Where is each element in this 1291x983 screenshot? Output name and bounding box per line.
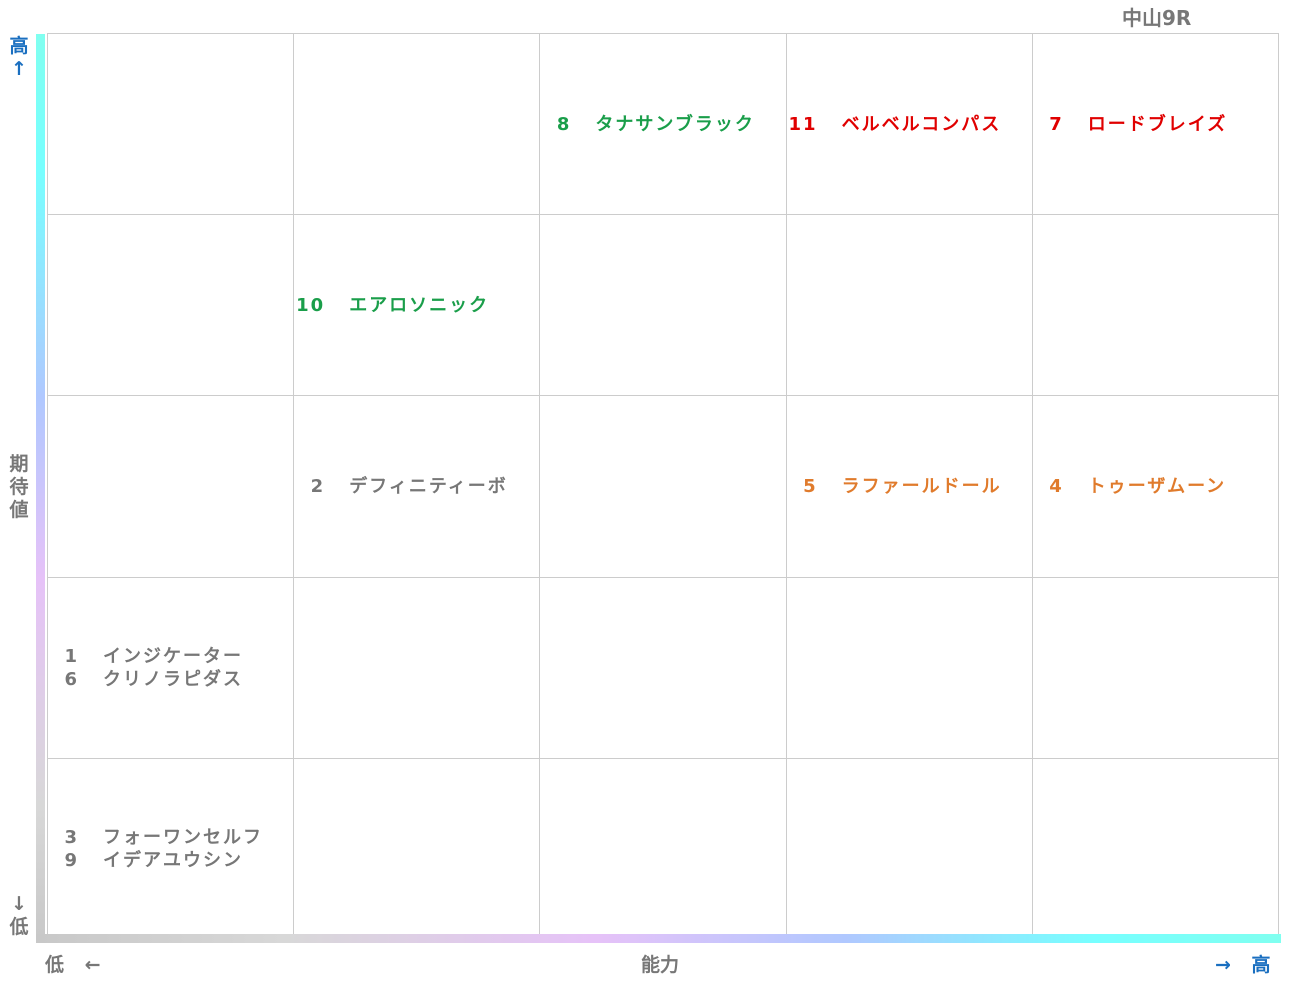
x-low: 低 ← — [45, 954, 101, 976]
horse-name: イデアユウシン — [103, 849, 243, 871]
cell — [785, 758, 1032, 940]
horse-entry: 8 タナサンブラック — [540, 113, 785, 136]
horse-name: タナサンブラック — [595, 113, 755, 135]
cell — [293, 577, 540, 759]
horse-entry: 10 エアロソニック — [294, 294, 539, 317]
horse-entry: 6 クリノラピダス — [48, 668, 293, 691]
cell — [47, 34, 294, 216]
horse-entry: 1 インジケーター — [48, 645, 293, 668]
horse-number: 1 — [64, 645, 79, 667]
cell — [1031, 577, 1278, 759]
cell — [293, 34, 540, 216]
cell: 3 フォーワンセルフ 9 イデアユウシン — [47, 758, 294, 940]
cell: 11 ベルベルコンパス — [785, 34, 1032, 216]
horse-name: フォーワンセルフ — [103, 826, 263, 848]
horse-number: 8 — [556, 113, 572, 135]
y-high: 高↑ — [9, 35, 29, 80]
horse-number: 10 — [296, 294, 326, 316]
cell: 8 タナサンブラック — [539, 34, 786, 216]
grid: 8 タナサンブラック 11 ベルベルコンパス 7 ロードブレイズ 10 エアロソニック 2 デフィ… — [47, 33, 1279, 940]
horse-number: 5 — [803, 475, 818, 497]
horse-number: 4 — [1049, 475, 1064, 497]
cell — [47, 215, 294, 397]
horse-number: 9 — [64, 849, 79, 871]
cell — [539, 577, 786, 759]
horse-name: トゥーザムーン — [1087, 475, 1227, 497]
horse-entry: 7 ロードブレイズ — [1033, 113, 1278, 136]
cell — [539, 215, 786, 397]
y-axis-bar — [36, 34, 45, 942]
horse-number: 2 — [310, 475, 326, 497]
cell: 7 ロードブレイズ — [1031, 34, 1278, 216]
cell — [1031, 758, 1278, 940]
cell — [1031, 215, 1278, 397]
horse-name: デフィニティーボ — [349, 475, 508, 497]
horse-entry: 2 デフィニティーボ — [294, 475, 539, 498]
cell — [539, 758, 786, 940]
cell: 4 トゥーザムーン — [1031, 396, 1278, 578]
x-high: → 高 — [1215, 954, 1271, 976]
cell: 5 ラファールドール — [785, 396, 1032, 578]
horse-number: 11 — [788, 113, 818, 135]
cell: 10 エアロソニック — [293, 215, 540, 397]
horse-name: ラファールドール — [841, 475, 1002, 497]
horse-name: インジケーター — [103, 645, 243, 667]
horse-entry: 11 ベルベルコンパス — [787, 113, 1032, 136]
cell: 2 デフィニティーボ — [293, 396, 540, 578]
horse-number: 3 — [64, 826, 79, 848]
horse-name: エアロソニック — [349, 294, 490, 316]
horse-number: 7 — [1049, 113, 1064, 135]
cell — [539, 396, 786, 578]
y-low: ↓低 — [9, 893, 29, 938]
cell: 1 インジケーター 6 クリノラピダス — [47, 577, 294, 759]
y-label: 期待値 — [9, 453, 29, 521]
horse-entry: 5 ラファールドール — [787, 475, 1032, 498]
cell — [785, 577, 1032, 759]
x-label: 能力 — [641, 954, 680, 976]
horse-number: 6 — [64, 668, 79, 690]
horse-name: ロードブレイズ — [1087, 113, 1228, 135]
horse-entry: 3 フォーワンセルフ — [48, 826, 293, 849]
horse-name: ベルベルコンパス — [841, 113, 1002, 135]
x-axis-bar — [36, 934, 1281, 943]
cell — [293, 758, 540, 940]
title: 中山9R — [1122, 6, 1192, 30]
cell — [785, 215, 1032, 397]
horse-name: クリノラピダス — [103, 668, 243, 690]
cell — [47, 396, 294, 578]
horse-entry: 4 トゥーザムーン — [1033, 475, 1278, 498]
horse-entry: 9 イデアユウシン — [48, 849, 293, 872]
